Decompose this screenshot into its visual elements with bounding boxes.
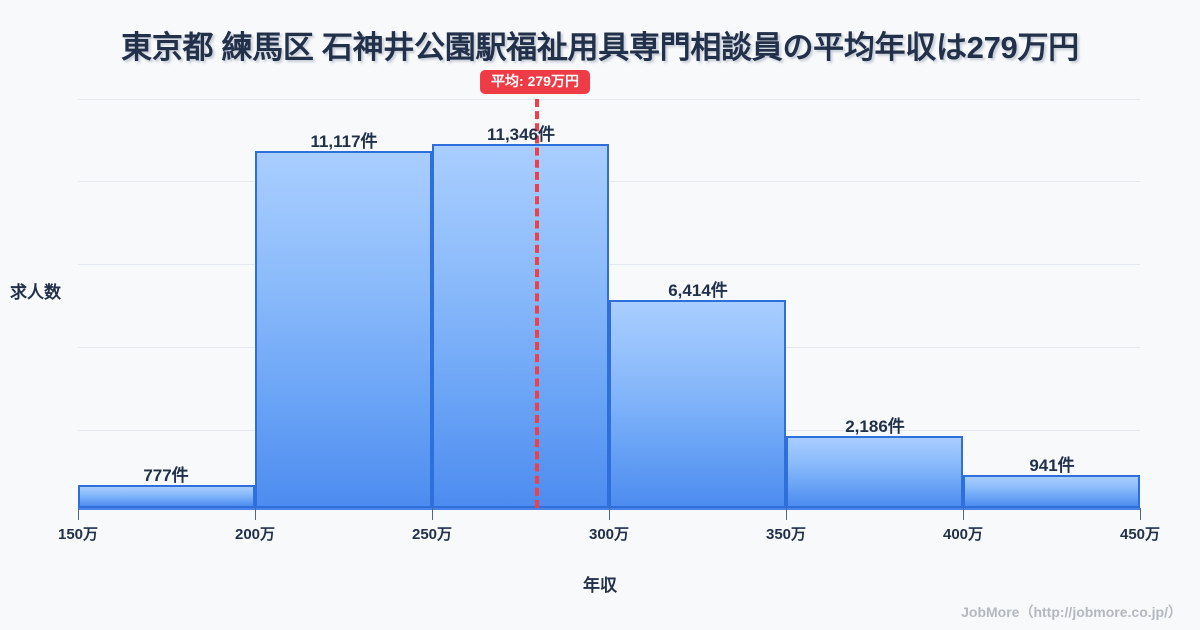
gridline: [78, 99, 1140, 100]
x-tick-mark: [78, 508, 79, 520]
y-axis-title: 求人数: [10, 283, 61, 302]
x-tick-label-150: 150万: [57, 526, 99, 543]
page-title-bar: 東京都 練馬区 石神井公園駅福祉用具専門相談員の平均年収は279万円: [0, 0, 1200, 88]
x-tick-mark: [432, 508, 433, 520]
bar-400-450[interactable]: [963, 475, 1140, 508]
plot-area: [78, 99, 1140, 508]
bar-label-400-450: 941件: [1029, 456, 1075, 475]
average-badge: 平均: 279万円: [480, 70, 590, 95]
x-tick-label-350: 350万: [765, 526, 807, 543]
bar-350-400[interactable]: [786, 436, 963, 508]
x-tick-mark: [786, 508, 787, 520]
gridline: [78, 181, 1140, 182]
average-line: [535, 99, 539, 508]
bar-label-150-200: 777件: [143, 466, 189, 485]
x-axis-title: 年収: [583, 576, 617, 595]
x-tick-label-400: 400万: [942, 526, 984, 543]
bar-label-200-250: 11,117件: [310, 132, 378, 151]
x-tick-mark: [255, 508, 256, 520]
x-tick-mark: [1140, 508, 1141, 520]
x-tick-label-300: 300万: [588, 526, 630, 543]
x-tick-mark: [609, 508, 610, 520]
x-tick-mark: [963, 508, 964, 520]
histogram-chart: 777件 11,117件 11,346件 6,414件 2,186件 941件 …: [0, 70, 1200, 630]
bar-label-350-400: 2,186件: [845, 417, 905, 436]
page-title: 東京都 練馬区 石神井公園駅福祉用具専門相談員の平均年収は279万円: [121, 29, 1079, 65]
x-tick-label-200: 200万: [234, 526, 276, 543]
x-tick-label-450: 450万: [1119, 526, 1161, 543]
bar-150-200[interactable]: [78, 485, 255, 508]
x-tick-label-250: 250万: [411, 526, 453, 543]
bar-200-250[interactable]: [255, 151, 432, 508]
watermark-credit: JobMore（http://jobmore.co.jp/）: [961, 604, 1182, 620]
bar-300-350[interactable]: [609, 300, 786, 508]
gridline: [78, 264, 1140, 265]
bar-label-300-350: 6,414件: [668, 281, 728, 300]
bar-label-250-300: 11,346件: [486, 125, 556, 144]
bar-250-300[interactable]: [432, 144, 609, 508]
